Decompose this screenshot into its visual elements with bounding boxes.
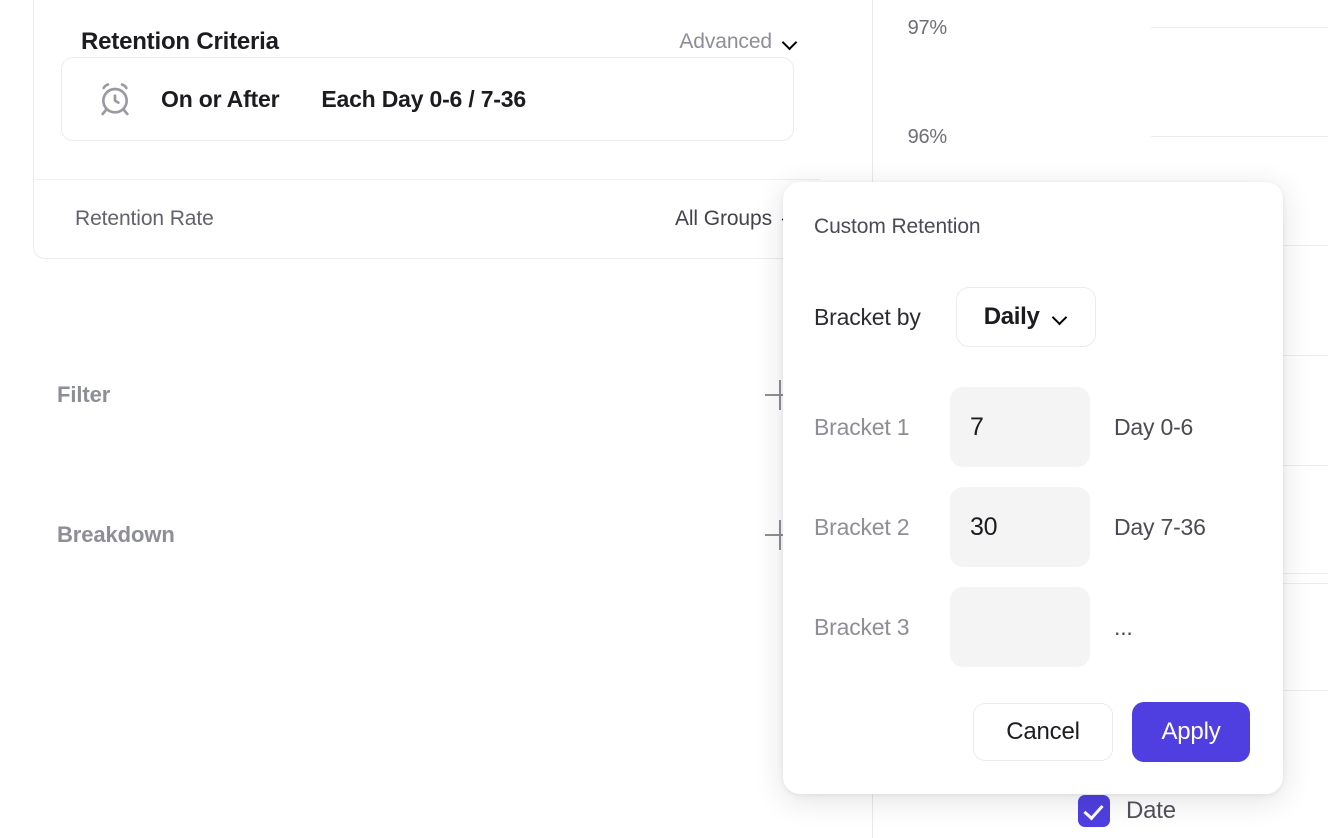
modal-title: Custom Retention	[814, 215, 981, 238]
query-panel: Retention Criteria Advanced	[0, 0, 820, 838]
bracket-3-hint: ...	[1114, 613, 1133, 640]
retention-rate-row: Retention Rate All Groups	[34, 180, 820, 258]
chart-ytick-label: 97%	[907, 17, 948, 39]
custom-retention-modal: Custom Retention Bracket by Daily Bracke…	[783, 182, 1283, 794]
bracket-by-label: Bracket by	[814, 303, 921, 330]
bracket-row-1: Bracket 1 7 Day 0-6	[814, 387, 1254, 467]
bracket-row-3: Bracket 3 ...	[814, 587, 1254, 667]
criteria-value[interactable]: Each Day 0-6 / 7-36	[321, 85, 526, 112]
groups-dropdown[interactable]: All Groups	[675, 207, 798, 231]
apply-button[interactable]: Apply	[1132, 702, 1250, 762]
cancel-button[interactable]: Cancel	[973, 703, 1113, 761]
breakdown-label: Breakdown	[57, 522, 175, 547]
date-legend-label: Date	[1126, 797, 1176, 824]
bracket-by-dropdown[interactable]: Daily	[955, 287, 1096, 347]
retention-criteria-row[interactable]: On or After Each Day 0-6 / 7-36	[61, 57, 794, 141]
alarm-clock-icon	[95, 79, 135, 119]
date-legend-toggle[interactable]: Date	[1078, 795, 1176, 827]
retention-criteria-card: Retention Criteria Advanced	[33, 0, 820, 259]
bracket-3-input[interactable]	[950, 587, 1090, 667]
bracket-1-hint: Day 0-6	[1114, 413, 1194, 440]
bracket-by-row: Bracket by Daily	[814, 287, 1254, 347]
chevron-down-icon	[1053, 310, 1068, 325]
chart-gridline	[1151, 27, 1328, 28]
plus-icon[interactable]	[765, 520, 795, 550]
date-checkbox[interactable]	[1078, 795, 1110, 827]
chevron-down-icon	[783, 35, 798, 50]
filter-section: Filter	[57, 378, 795, 412]
bracket-by-value: Daily	[983, 303, 1040, 330]
retention-criteria-header: Retention Criteria Advanced	[34, 0, 820, 180]
bracket-row-2: Bracket 2 30 Day 7-36	[814, 487, 1254, 567]
bracket-1-input[interactable]: 7	[950, 387, 1090, 467]
bracket-2-label: Bracket 2	[814, 513, 910, 540]
page-title: Retention Criteria	[81, 28, 279, 55]
chart-ytick-label: 96%	[907, 126, 948, 148]
plus-icon[interactable]	[765, 380, 795, 410]
bracket-3-label: Bracket 3	[814, 613, 910, 640]
filter-label: Filter	[57, 382, 111, 407]
bracket-1-label: Bracket 1	[814, 413, 910, 440]
advanced-mode-label: Advanced	[679, 30, 772, 53]
modal-actions: Cancel Apply	[973, 702, 1250, 762]
bracket-2-input[interactable]: 30	[950, 487, 1090, 567]
retention-rate-label: Retention Rate	[75, 207, 214, 230]
advanced-mode-dropdown[interactable]: Advanced	[679, 30, 798, 54]
breakdown-section: Breakdown	[57, 518, 795, 552]
groups-dropdown-label: All Groups	[674, 207, 772, 230]
chart-gridline	[1151, 136, 1328, 137]
criteria-operator[interactable]: On or After	[161, 85, 280, 112]
bracket-2-hint: Day 7-36	[1114, 513, 1206, 540]
